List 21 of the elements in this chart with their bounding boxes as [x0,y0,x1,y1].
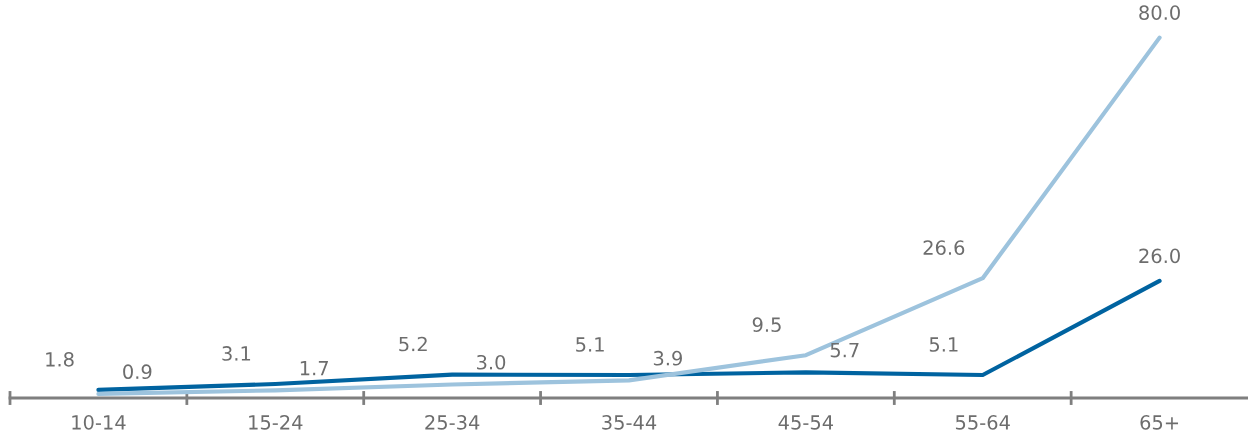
data-label: 1.7 [300,361,328,376]
x-tick-label: 10-14 [72,415,126,430]
data-label: 3.1 [222,346,251,361]
data-label: 26.6 [923,240,965,255]
x-tick-label: 55-64 [955,415,1010,430]
x-tick-label: 15-24 [249,415,303,430]
x-tick-label: 45-54 [778,415,834,430]
data-label: 5.7 [830,342,859,358]
data-label: 26.0 [1139,248,1180,264]
data-label: 80.0 [1139,5,1180,20]
x-tick-label: 25-34 [425,415,480,430]
x-tick-label: 35-44 [602,415,657,430]
data-label: 3.9 [653,350,682,366]
data-label: 5.1 [929,337,958,352]
data-label: 0.9 [123,364,152,380]
data-label: 5.2 [399,336,427,352]
data-label: 5.1 [576,337,604,352]
data-label: 3.0 [477,354,506,370]
data-label: 9.5 [752,317,781,332]
data-label: 1.8 [46,351,74,367]
x-tick-label: 65+ [1140,415,1179,430]
